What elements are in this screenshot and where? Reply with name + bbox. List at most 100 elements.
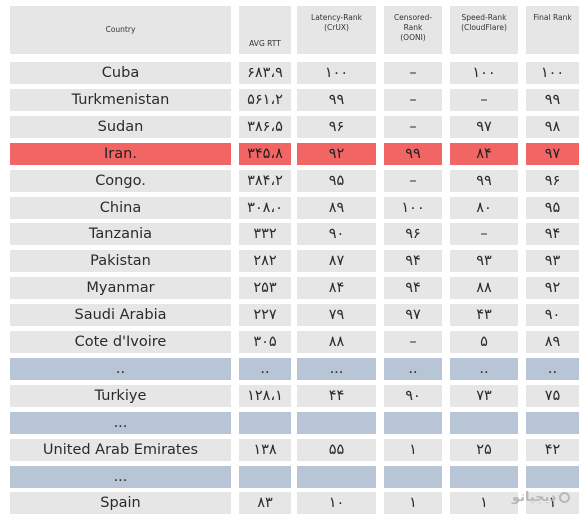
table-row: ............. [10, 357, 579, 380]
cell-speed: ۴۳ [450, 304, 518, 327]
header-censored-rank: Censored- Rank (OONI) [384, 6, 442, 54]
cell-rtt [239, 411, 291, 434]
cell-speed: ۵ [450, 331, 518, 353]
cell-speed: ۲۵ [450, 438, 518, 461]
cell-final: ۹۹ [526, 88, 579, 111]
cell-rtt: ۲۲۷ [239, 304, 291, 327]
cell-speed: .. [450, 357, 518, 380]
cell-final: ۹۷ [526, 142, 579, 165]
cell-latency: ۸۸ [297, 331, 376, 353]
cell-country: Saudi Arabia [10, 304, 231, 327]
cell-final: ۹۴ [526, 223, 579, 246]
cell-rtt: ۵۶۱،۲ [239, 88, 291, 111]
cell-speed: ۸۴ [450, 142, 518, 165]
cell-censored: ۱۰۰ [384, 196, 442, 219]
cell-censored: ۱ [384, 492, 442, 515]
cell-country: Turkiye [10, 384, 231, 407]
cell-final: ۹۵ [526, 196, 579, 219]
cell-speed: ۸۸ [450, 277, 518, 300]
header-speed-line1: Speed-Rank [461, 13, 507, 22]
table-header-row: Country AVG RTT Latency-Rank (CrUX) Censo… [10, 6, 579, 54]
table-row: ... [10, 465, 579, 488]
cell-final: ۷۵ [526, 384, 579, 407]
cell-latency: ۸۹ [297, 196, 376, 219]
table-row: Turkmenistan ۵۶۱،۲ ۹۹– –۹۹ [10, 88, 579, 111]
table-row: Turkiye ۱۲۸،۱ ۴۴ ۹۰ ۷۳ ۷۵ [10, 384, 579, 407]
table-row: Myanmar ۲۵۳ ۸۴ ۹۴ ۸۸ ۹۲ [10, 277, 579, 300]
header-avg-rtt: AVG RTT [239, 6, 291, 54]
cell-latency: ۸۴ [297, 277, 376, 300]
cell-country: Tanzania [10, 223, 231, 246]
cell-censored: ۹۶ [384, 223, 442, 246]
cell-rtt: ۳۰۸،۰ [239, 196, 291, 219]
table-row: ... [10, 411, 579, 434]
cell-speed: ۱۰۰ [450, 62, 518, 84]
cell-censored: – [384, 169, 442, 192]
cell-censored [384, 411, 442, 434]
table-row: China ۳۰۸،۰ ۸۹ ۱۰۰ ۸۰ ۹۵ [10, 196, 579, 219]
cell-censored: ۹۴ [384, 277, 442, 300]
cell-censored: ۹۹ [384, 142, 442, 165]
cell-country: Cote d'Ivoire [10, 331, 231, 353]
cell-speed: – [450, 88, 518, 111]
cell-final [526, 411, 579, 434]
cell-latency: ۹۵ [297, 169, 376, 192]
watermark-text: دیجیاتو [512, 490, 557, 505]
cell-country: ... [10, 411, 231, 434]
cell-speed [450, 465, 518, 488]
cell-speed: ۸۰ [450, 196, 518, 219]
cell-final: ۱۰۰ [526, 62, 579, 84]
cell-country: Myanmar [10, 277, 231, 300]
cell-rtt: ۲۵۳ [239, 277, 291, 300]
cell-final: .. [526, 357, 579, 380]
cell-speed: ۱ [450, 492, 518, 515]
cell-latency [297, 411, 376, 434]
cell-country: ... [10, 465, 231, 488]
cell-latency [297, 465, 376, 488]
header-final-rank: Final Rank [526, 6, 579, 54]
cell-censored: ۱ [384, 438, 442, 461]
cell-latency: ... [297, 357, 376, 380]
cell-latency: ۵۵ [297, 438, 376, 461]
header-latency-line1: Latency-Rank [311, 13, 362, 22]
logo-circle-icon [559, 492, 571, 503]
cell-country: Cuba [10, 62, 231, 84]
cell-rtt [239, 465, 291, 488]
cell-speed: ۷۳ [450, 384, 518, 407]
cell-rtt: ۱۳۸ [239, 438, 291, 461]
header-censored-line1: Censored- [393, 13, 433, 22]
cell-censored: ۹۴ [384, 250, 442, 273]
cell-latency: ۹۶ [297, 115, 376, 138]
cell-speed: ۹۳ [450, 250, 518, 273]
table-row: Saudi Arabia ۲۲۷ ۷۹ ۹۷ ۴۳ ۹۰ [10, 304, 579, 327]
cell-rtt: ۳۴۵،۸ [239, 142, 291, 165]
header-country: Country [10, 6, 231, 54]
cell-country: Pakistan [10, 250, 231, 273]
cell-censored: – [384, 88, 442, 111]
cell-censored: – [384, 62, 442, 84]
table-row: Spain ۸۳ ۱۰ ۱ ۱ ۱ [10, 492, 579, 515]
table-row: Tanzania ۳۳۲ ۹۰ ۹۶–۹۴ [10, 223, 579, 246]
cell-speed: ۹۹ [450, 169, 518, 192]
cell-speed [450, 411, 518, 434]
cell-country: Iran. [10, 142, 231, 165]
cell-latency: ۴۴ [297, 384, 376, 407]
cell-speed: – [450, 223, 518, 246]
cell-rtt: ۶۸۳،۹ [239, 62, 291, 84]
watermark-logo: دیجیاتو [512, 490, 571, 505]
table-row: Cote d'Ivoire ۳۰۵ ۸۸–۵ ۸۹ [10, 331, 579, 353]
cell-rtt: .. [239, 357, 291, 380]
cell-rtt: ۳۸۶،۵ [239, 115, 291, 138]
cell-country: Turkmenistan [10, 88, 231, 111]
table-row: Pakistan ۲۸۲ ۸۷ ۹۴ ۹۳ ۹۳ [10, 250, 579, 273]
header-censored-line3: (OONI) [400, 33, 426, 42]
header-final-label: Final Rank [533, 13, 572, 22]
cell-censored: – [384, 115, 442, 138]
table-row: Iran. ۳۴۵،۸ ۹۲ ۹۹ ۸۴ ۹۷ [10, 142, 579, 165]
cell-final: ۹۲ [526, 277, 579, 300]
cell-country: Sudan [10, 115, 231, 138]
cell-final: ۹۸ [526, 115, 579, 138]
cell-country: Spain [10, 492, 231, 515]
cell-censored: .. [384, 357, 442, 380]
cell-rtt: ۲۸۲ [239, 250, 291, 273]
